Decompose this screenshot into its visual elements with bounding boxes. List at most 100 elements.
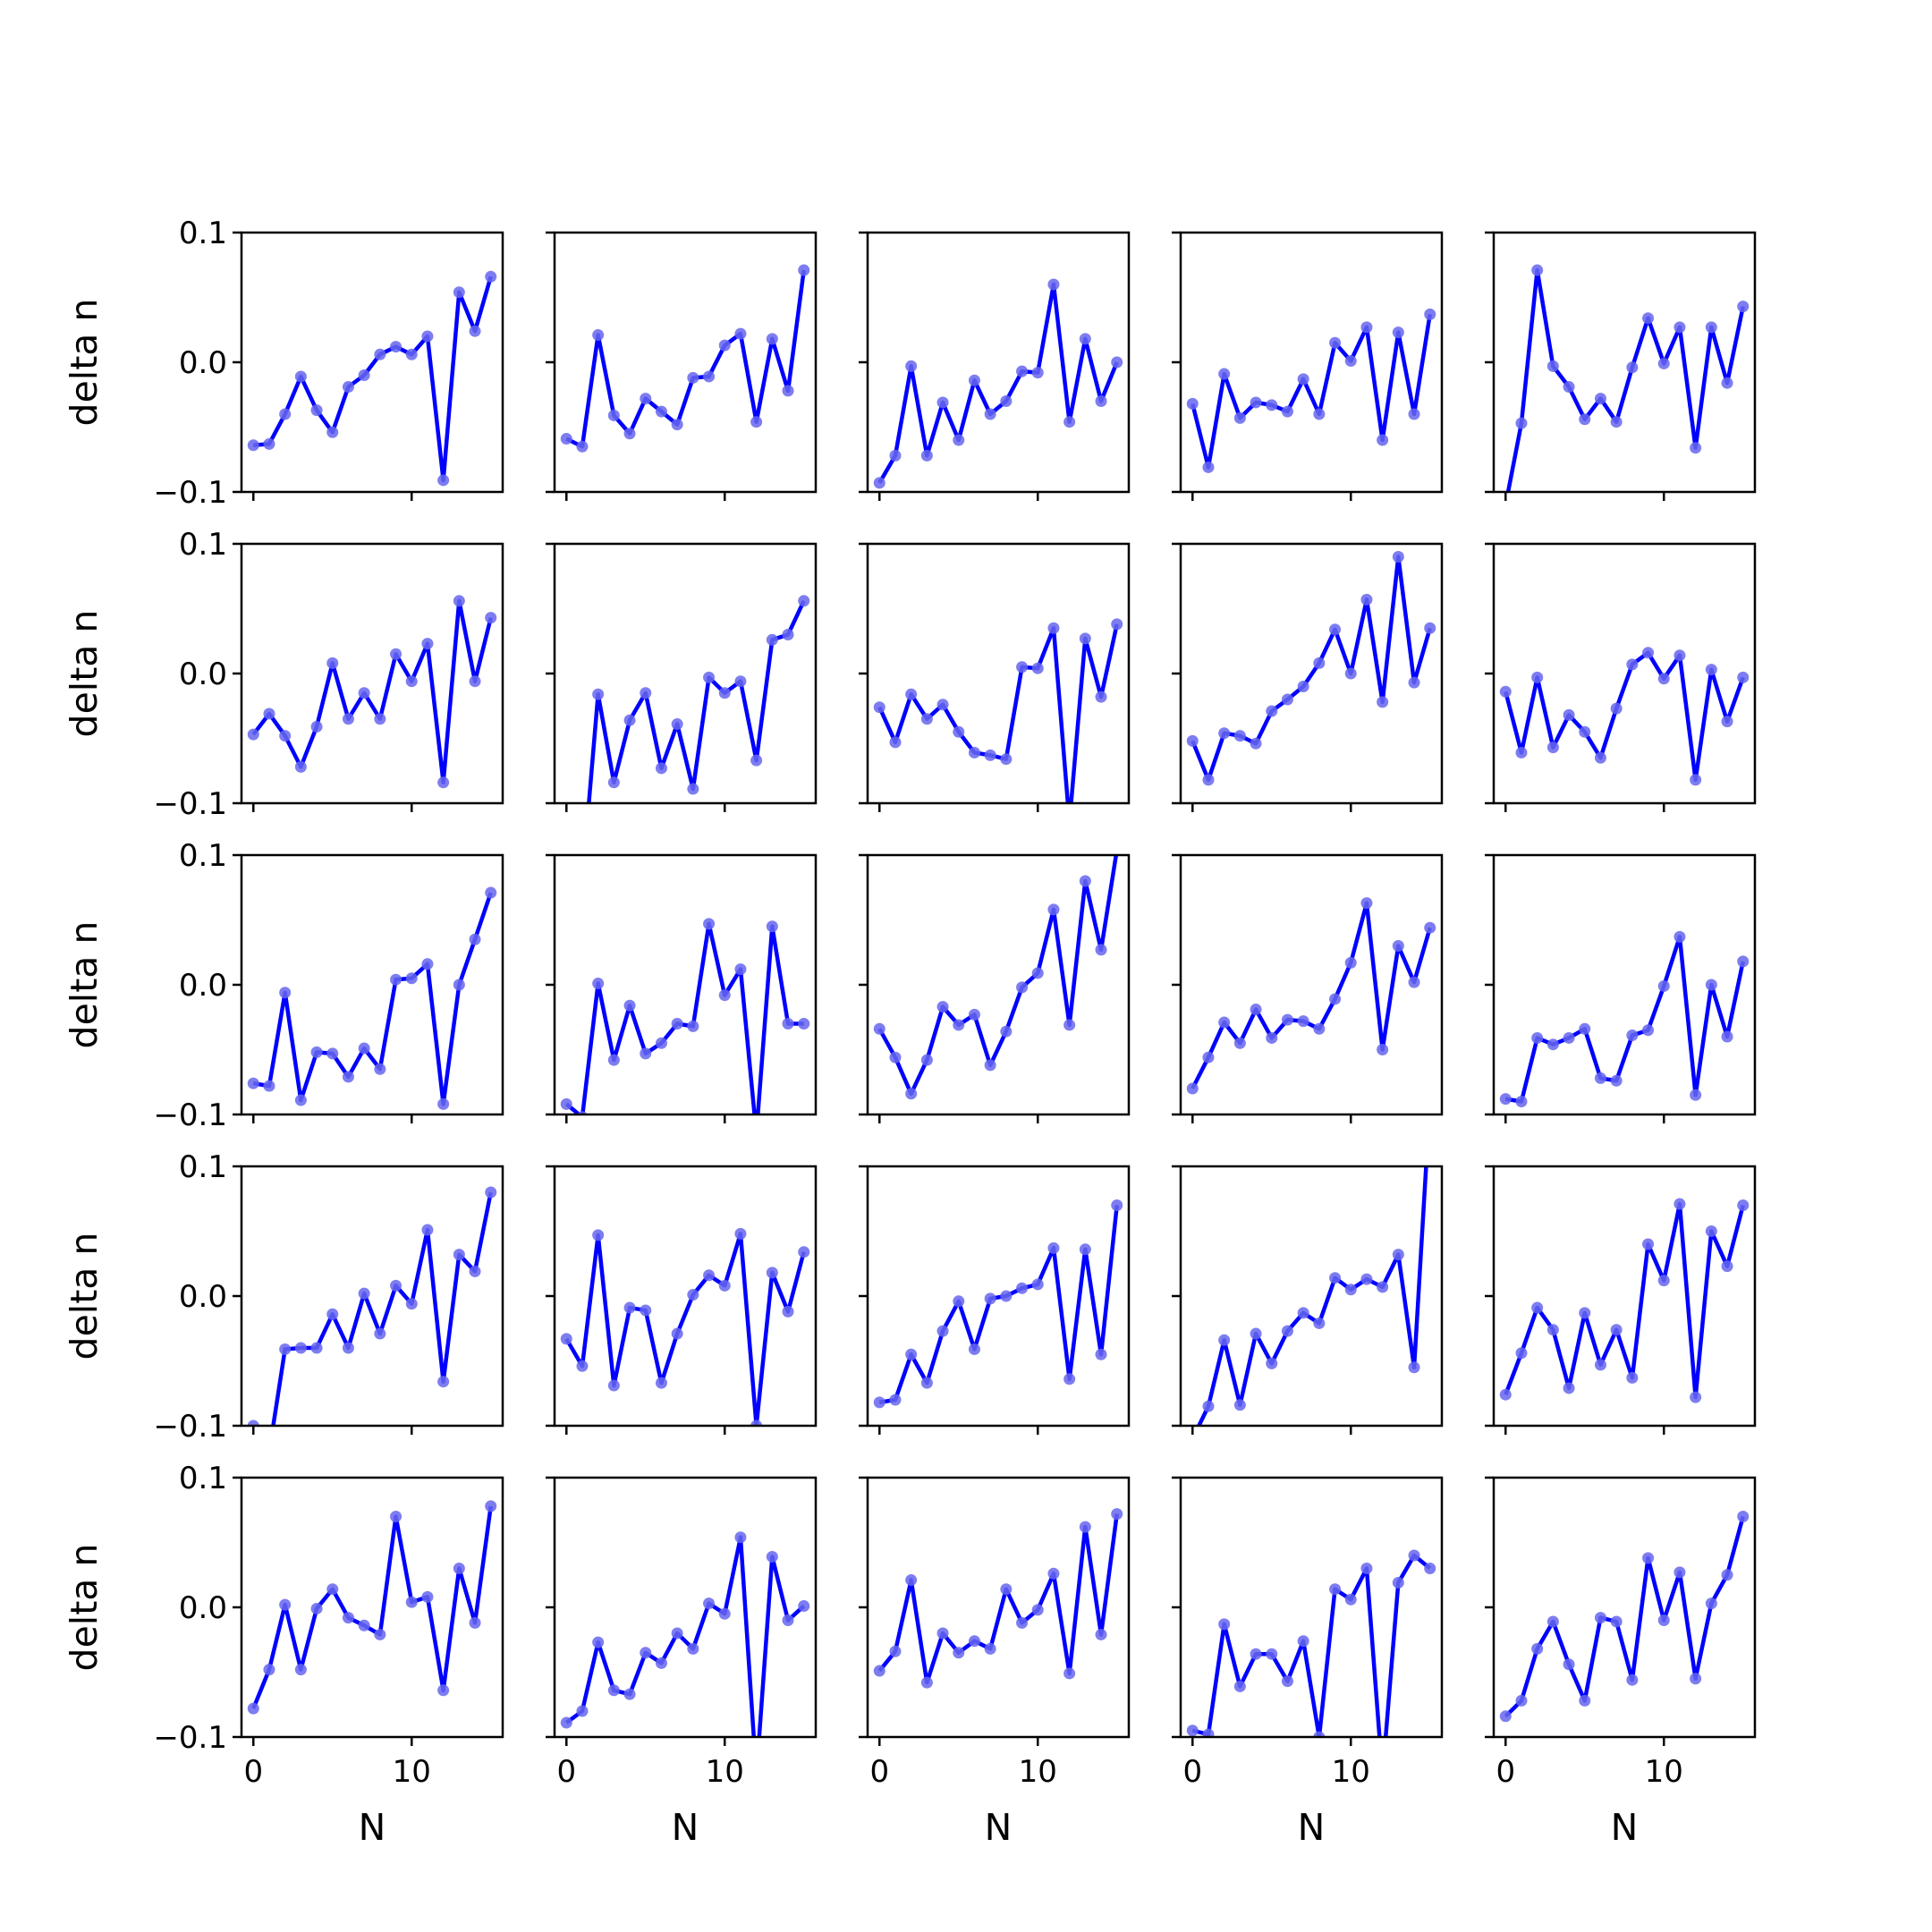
data-point — [1721, 377, 1733, 389]
data-point — [1360, 593, 1373, 606]
data-point — [1392, 551, 1404, 563]
series-line — [564, 1232, 806, 1426]
data-point — [984, 1642, 996, 1655]
data-point — [1031, 1278, 1044, 1291]
data-point — [1424, 921, 1436, 934]
data-point — [247, 1702, 259, 1715]
data-point — [1531, 1642, 1544, 1655]
panel-2-2 — [546, 542, 818, 828]
series-line — [1504, 650, 1745, 783]
data-point — [1579, 413, 1591, 426]
data-point — [1218, 1016, 1231, 1029]
data-point — [358, 1287, 370, 1300]
x-tick-label: 0 — [1496, 1754, 1515, 1790]
data-point — [1642, 1024, 1655, 1037]
data-point — [561, 817, 572, 828]
data-point — [782, 385, 794, 397]
data-point — [655, 1657, 667, 1669]
data-point — [1281, 405, 1293, 418]
data-point — [1111, 1199, 1123, 1211]
data-point — [1313, 1731, 1326, 1737]
data-point — [421, 330, 434, 343]
data-point — [655, 1037, 667, 1049]
data-point — [687, 1642, 699, 1655]
data-point — [889, 1051, 902, 1063]
x-tick-label: 0 — [243, 1754, 263, 1790]
panel-3-3 — [859, 853, 1131, 1123]
data-point — [936, 699, 949, 711]
data-point — [1063, 817, 1075, 828]
series-line — [877, 282, 1119, 484]
data-point — [1499, 1710, 1512, 1723]
data-point — [1594, 1612, 1606, 1624]
data-point — [405, 348, 418, 360]
data-point — [1047, 622, 1060, 634]
data-point — [279, 1598, 292, 1611]
panel-series — [1499, 647, 1750, 786]
panel-series — [560, 1531, 810, 1782]
data-point — [1186, 1082, 1199, 1095]
data-point — [374, 348, 386, 360]
panel-series — [873, 278, 1123, 489]
data-point — [592, 688, 605, 700]
data-point — [1344, 956, 1357, 969]
data-point — [750, 1770, 762, 1782]
data-point — [374, 1063, 386, 1075]
data-point — [1016, 981, 1029, 994]
data-point — [1392, 1249, 1404, 1261]
data-point — [263, 1446, 275, 1458]
data-point — [798, 595, 810, 607]
data-point — [1047, 903, 1060, 916]
data-point — [1737, 1511, 1750, 1522]
data-point — [953, 434, 965, 446]
data-point — [1515, 1347, 1528, 1360]
data-point — [905, 360, 918, 372]
data-point — [1313, 1022, 1326, 1035]
data-point — [782, 1614, 794, 1626]
data-point — [1705, 1597, 1717, 1610]
data-point — [310, 404, 323, 417]
data-point — [734, 1227, 747, 1240]
data-point — [1408, 1549, 1420, 1562]
data-point — [953, 1295, 965, 1308]
data-point — [968, 746, 980, 758]
data-point — [453, 595, 465, 607]
data-point — [798, 1246, 810, 1258]
data-point — [1329, 1583, 1342, 1596]
y-tick-label: 0.1 — [179, 527, 227, 563]
series-line — [878, 1205, 1119, 1405]
panel-5-1: −0.1 0.0 0.1 0 10 delta n N — [63, 1461, 504, 1849]
y-axis-label: delta n — [63, 1544, 106, 1672]
axes-frame — [553, 1165, 818, 1428]
data-point — [1218, 727, 1231, 740]
data-point — [1657, 979, 1670, 992]
data-point — [1408, 976, 1420, 988]
data-point — [1563, 381, 1575, 394]
data-point — [1297, 1307, 1309, 1319]
data-point — [1281, 1325, 1293, 1337]
data-point — [936, 1325, 949, 1337]
data-point — [1690, 1673, 1702, 1685]
y-tick-label: 0.1 — [179, 838, 227, 874]
y-tick-label: 0.0 — [179, 1279, 227, 1315]
panel-series — [560, 1227, 810, 1426]
data-point — [1186, 1724, 1199, 1737]
data-point — [1079, 632, 1091, 645]
data-point — [1016, 365, 1029, 377]
panel-4-2 — [546, 1165, 818, 1435]
panel-series — [1186, 1549, 1436, 1737]
panel-2-1: −0.1 0.0 0.1 delta n — [63, 527, 504, 822]
data-point — [936, 1001, 949, 1013]
data-point — [1344, 667, 1357, 680]
panel-series — [1186, 897, 1436, 1095]
y-tick-label: 0.1 — [179, 1149, 227, 1185]
data-point — [718, 339, 731, 352]
data-point — [1218, 368, 1231, 380]
data-point — [437, 474, 450, 487]
data-point — [560, 1333, 572, 1345]
data-point — [279, 987, 292, 999]
data-point — [936, 396, 949, 409]
data-point — [358, 1042, 370, 1055]
data-point — [734, 327, 747, 340]
